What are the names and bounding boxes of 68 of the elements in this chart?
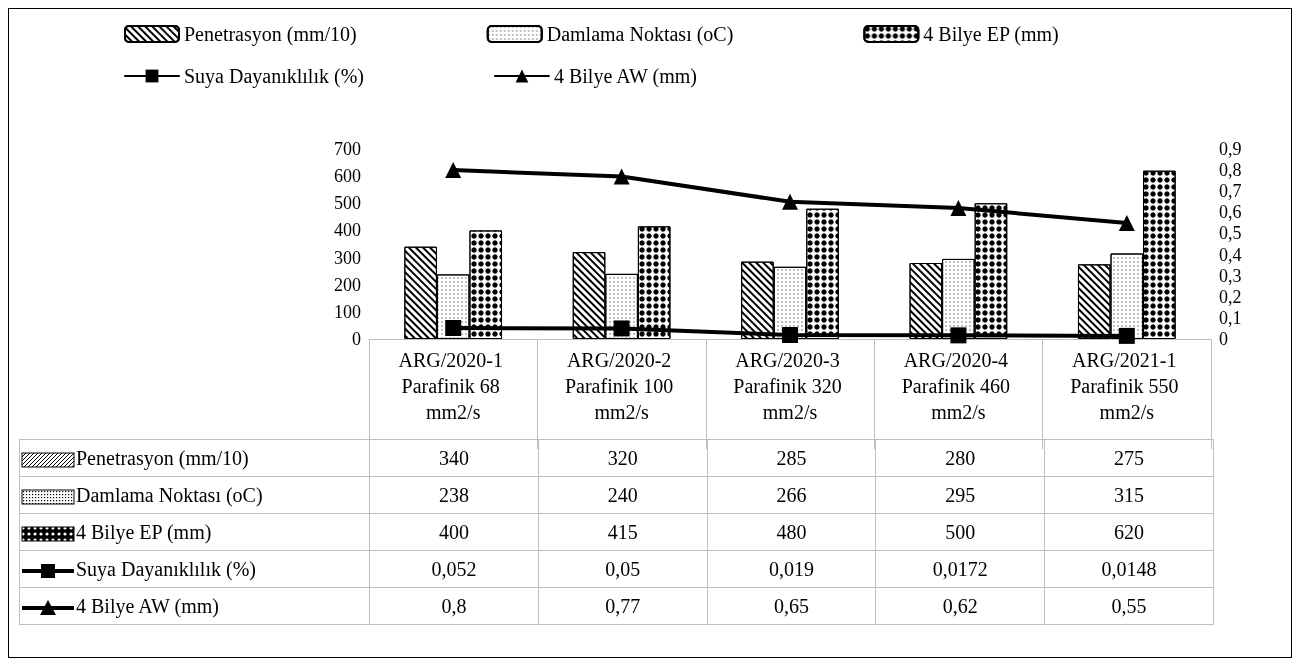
- y2-tick-label: 0,2: [1219, 286, 1242, 307]
- data-label: 480: [707, 513, 876, 551]
- point: [613, 320, 630, 337]
- data-label: 0,65: [707, 587, 876, 625]
- data-label: 0,05: [538, 550, 708, 588]
- data-label: 340: [369, 439, 539, 477]
- data-label: 400: [369, 513, 539, 551]
- data-label: 266: [707, 476, 876, 514]
- point: [445, 162, 462, 179]
- x-tick-label: ARG/2020-4 Parafinik 460 mm2/s: [901, 349, 1016, 423]
- data-label: 0,0172: [875, 550, 1045, 588]
- data-label: 0,55: [1044, 587, 1214, 625]
- y2-tick-label: 0,8: [1219, 160, 1242, 181]
- x-tick-label: ARG/2020-2 Parafinik 100 mm2/s: [564, 349, 679, 423]
- y-tick-label: 100: [334, 301, 361, 322]
- data-label: 295: [875, 476, 1045, 514]
- text: Penetrasyon (mm/10): [76, 446, 249, 469]
- legend-label: Damlama Noktası (oC): [546, 23, 734, 46]
- y-tick-label: 600: [334, 166, 361, 187]
- y2-tick-label: 0,5: [1219, 223, 1242, 244]
- data-label: 240: [538, 476, 708, 514]
- legend-label: 4 Bilye AW (mm): [553, 65, 697, 88]
- data-label: 0,0148: [1044, 550, 1214, 588]
- point: [782, 326, 798, 343]
- point: [782, 193, 798, 210]
- y-tick-label: 500: [334, 193, 361, 214]
- point: [950, 200, 967, 217]
- text: Suya Dayanıklılık (%): [76, 557, 256, 580]
- y-tick-label: 200: [334, 274, 361, 295]
- x-tick-label: ARG/2021-1 Parafinik 550 mm2/s: [1070, 349, 1184, 423]
- point: [613, 168, 630, 185]
- y2-tick-label: 0,9: [1219, 139, 1242, 159]
- data-label: 0,052: [369, 550, 539, 588]
- x-tick-label: ARG/2020-3 Parafinik 320 mm2/s: [733, 349, 847, 423]
- y2-tick-label: 0,6: [1219, 202, 1242, 223]
- data-label: 238: [369, 476, 539, 514]
- y2-tick-label: 0: [1219, 329, 1228, 349]
- data-label: 315: [1044, 476, 1214, 514]
- y-tick-label: 700: [334, 139, 361, 159]
- y-tick-label: 400: [334, 220, 361, 241]
- legend-label: Suya Dayanıklılık (%): [184, 65, 364, 88]
- y2-tick-label: 0,4: [1219, 244, 1242, 265]
- data-label: 320: [538, 439, 708, 477]
- data-label: 0,62: [875, 587, 1045, 625]
- point: [1118, 327, 1135, 344]
- data-label: 415: [538, 513, 708, 551]
- data-label: 280: [875, 439, 1045, 477]
- text: 4 Bilye AW (mm): [76, 594, 220, 617]
- text: 4 Bilye EP (mm): [76, 520, 212, 543]
- data-label: 620: [1044, 513, 1214, 551]
- legend-label: 4 Bilye EP (mm): [923, 23, 1059, 46]
- data-label: 500: [875, 513, 1045, 551]
- y-tick-label: 300: [334, 247, 361, 268]
- y2-tick-label: 0,3: [1219, 265, 1242, 286]
- x-tick-label: ARG/2020-1 Parafinik 68 mm2/s: [398, 349, 508, 423]
- y2-tick-label: 0,1: [1219, 307, 1242, 328]
- y-tick-label: 0: [352, 329, 361, 349]
- data-label: 275: [1044, 439, 1214, 477]
- point: [1118, 214, 1135, 231]
- point: [950, 327, 967, 344]
- data-label: 0,77: [538, 587, 708, 625]
- text: Damlama Noktası (oC): [76, 483, 263, 506]
- data-label: 0,8: [369, 587, 539, 625]
- y2-tick-label: 0,7: [1219, 181, 1242, 202]
- data-label: 285: [707, 439, 876, 477]
- data-label: 0,019: [707, 550, 876, 588]
- point: [445, 320, 462, 337]
- legend-label: Penetrasyon (mm/10): [184, 23, 357, 46]
